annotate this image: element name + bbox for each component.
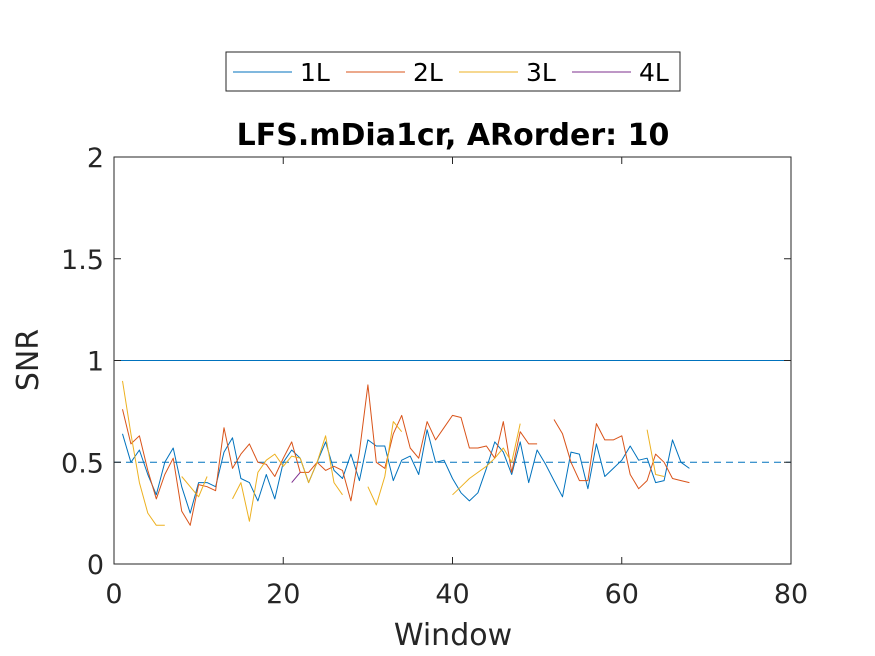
x-tick-label-20: 20 [266,579,300,610]
series-3L-line-3 [367,421,403,506]
x-tick-label-60: 60 [605,579,639,610]
series-3L-line-0 [122,380,165,526]
series-2L-line-0 [122,384,538,526]
x-tick-label-80: 80 [774,579,808,610]
legend-label-3L[interactable]: 3L [526,58,556,87]
legend-label-1L[interactable]: 1L [300,58,330,87]
y-tick-label-1: 1 [87,347,104,378]
y-tick-label-2: 2 [87,143,104,174]
legend-label-2L[interactable]: 2L [413,58,443,87]
y-tick-label-1.5: 1.5 [61,245,104,276]
series-3L-line-5 [646,429,665,477]
x-tick-label-40: 40 [435,579,469,610]
series-3L-line-1 [181,476,208,498]
legend-label-4L[interactable]: 4L [639,58,669,87]
series-layer [122,380,690,526]
legend[interactable]: 1L 2L 3L 4L [225,51,681,92]
series-3L-line-2 [232,435,343,522]
series-4L-line-0 [291,472,301,483]
tick-labels: 0 20 40 60 80 0 0.5 1 1.5 2 [61,143,808,610]
y-axis-label: SNR [11,329,46,391]
series-3L-line-4 [452,423,521,496]
axis-ticks [113,156,792,565]
series-2L-line-1 [553,419,690,490]
x-tick-label-0: 0 [105,579,122,610]
y-tick-label-0.5: 0.5 [61,448,104,479]
y-tick-label-0: 0 [87,550,104,581]
chart-title: LFS.mDia1cr, ARorder: 10 [237,118,670,153]
x-axis-label: Window [394,618,512,653]
